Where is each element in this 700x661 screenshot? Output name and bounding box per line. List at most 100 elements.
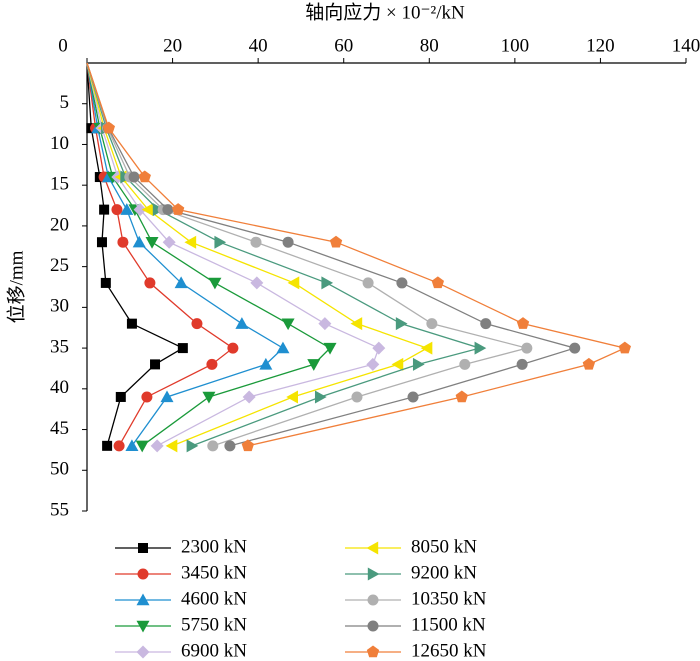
x-axis-label: 轴向应力 × 10⁻²/kN <box>305 1 465 23</box>
marker <box>282 236 294 248</box>
series-line <box>86 62 332 447</box>
marker <box>207 440 219 452</box>
marker <box>362 277 374 289</box>
marker <box>455 390 468 403</box>
marker <box>145 237 159 249</box>
marker <box>141 391 153 403</box>
marker <box>125 439 139 452</box>
marker <box>395 317 408 331</box>
y-tick-label: 20 <box>50 214 69 235</box>
marker <box>162 235 176 249</box>
series-line <box>86 62 185 447</box>
marker <box>171 203 185 215</box>
legend-label: 11500 kN <box>411 614 486 635</box>
marker <box>150 359 161 370</box>
marker <box>206 358 218 370</box>
marker <box>184 235 197 249</box>
y-tick-label: 35 <box>50 336 69 357</box>
marker <box>136 593 150 606</box>
marker <box>136 645 150 659</box>
marker <box>117 236 129 248</box>
marker <box>126 318 137 329</box>
marker <box>367 594 379 606</box>
marker <box>141 203 154 217</box>
marker <box>351 391 363 403</box>
x-tick-label: 20 <box>163 35 182 56</box>
series-line <box>86 62 235 447</box>
marker <box>177 343 188 354</box>
y-tick-label: 10 <box>50 133 69 154</box>
marker <box>202 391 216 404</box>
marker <box>420 341 433 355</box>
series-line <box>86 62 530 447</box>
marker <box>396 277 408 289</box>
marker <box>102 121 116 134</box>
x-tick-label: 120 <box>586 35 615 56</box>
marker <box>208 277 222 290</box>
marker <box>138 170 151 183</box>
marker <box>516 317 530 329</box>
series-line <box>86 62 429 447</box>
x-tick-label: 80 <box>420 35 439 56</box>
series-line <box>86 62 627 447</box>
x-tick-label: 0 <box>58 35 68 56</box>
marker <box>366 357 380 371</box>
y-tick-label: 40 <box>50 377 69 398</box>
x-tick-label: 100 <box>501 35 530 56</box>
y-axis-label: 位移/mm <box>5 250 27 323</box>
y-tick-label: 50 <box>50 459 69 480</box>
marker <box>516 358 528 370</box>
y-tick-label: 15 <box>50 174 69 195</box>
marker <box>99 204 110 215</box>
marker <box>372 341 386 355</box>
series-line <box>86 62 578 447</box>
y-tick-label: 25 <box>50 255 69 276</box>
y-tick-label: 45 <box>50 418 69 439</box>
marker <box>165 439 178 453</box>
marker <box>137 568 149 580</box>
marker <box>120 203 134 215</box>
legend-label: 3450 kN <box>181 562 247 583</box>
marker <box>128 171 140 183</box>
marker <box>224 440 236 452</box>
marker <box>366 645 380 658</box>
marker <box>214 235 227 249</box>
marker <box>160 390 174 403</box>
legend-label: 6900 kN <box>181 640 247 661</box>
legend-label: 10350 kN <box>411 588 487 609</box>
marker <box>250 236 262 248</box>
marker <box>281 318 295 331</box>
marker <box>242 390 256 404</box>
legend-label: 5750 kN <box>181 614 247 635</box>
y-tick-label: 55 <box>50 499 69 520</box>
marker <box>102 440 113 451</box>
marker <box>474 341 487 355</box>
marker <box>582 357 596 370</box>
marker <box>286 390 298 404</box>
marker <box>287 276 300 290</box>
marker <box>412 357 425 371</box>
marker <box>426 318 438 330</box>
legend-label: 2300 kN <box>181 536 247 557</box>
marker <box>407 391 419 403</box>
marker <box>138 543 148 553</box>
series-line <box>86 62 285 447</box>
legend-label: 8050 kN <box>411 536 477 557</box>
marker <box>162 204 174 216</box>
y-tick-label: 5 <box>60 92 70 113</box>
marker <box>569 342 581 354</box>
marker <box>366 541 379 555</box>
marker <box>135 440 149 453</box>
marker <box>227 342 239 354</box>
marker <box>174 276 188 289</box>
x-tick-label: 40 <box>249 35 268 56</box>
marker <box>100 277 111 288</box>
legend-label: 12650 kN <box>411 640 487 661</box>
marker <box>144 277 156 289</box>
marker <box>618 341 631 354</box>
marker <box>111 204 123 216</box>
marker <box>367 620 379 632</box>
marker <box>431 276 445 289</box>
marker <box>350 317 363 331</box>
